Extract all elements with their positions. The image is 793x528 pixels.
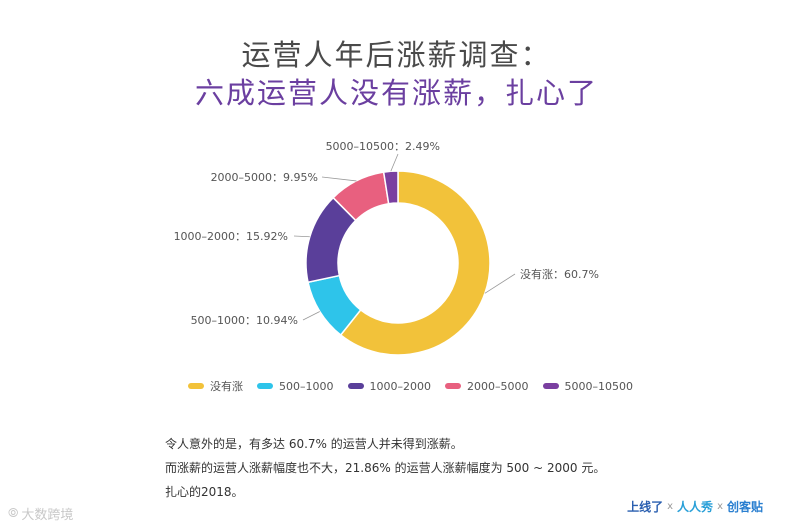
legend-swatch-0 (188, 383, 204, 389)
caption-line-2: 而涨薪的运营人涨薪幅度也不大，21.86% 的运营人涨薪幅度为 500 ~ 20… (165, 461, 606, 475)
legend-item-1: 500–1000 (257, 378, 334, 394)
donut-slice-0 (339, 170, 491, 356)
legend-label-1: 500–1000 (279, 379, 334, 393)
chart-title-line2: 六成运营人没有涨薪，扎心了 (194, 76, 598, 110)
legend-swatch-4 (542, 383, 559, 389)
donut-slice-4 (382, 170, 399, 205)
chart-legend: 没有涨 500–1000 1000–2000 2000–5000 5000–10500 (188, 378, 633, 394)
watermark: ⦾ 大数跨境 (8, 504, 73, 523)
legend-swatch-2 (347, 383, 364, 389)
legend-label-3: 2000–5000 (467, 379, 529, 393)
partner-logos: 上线了 x 人人秀 x 创客贴 (627, 498, 763, 515)
caption-line-1: 令人意外的是，有多达 60.7% 的运营人并未得到涨薪。 (165, 437, 463, 451)
data-label-3: 2000–5000：9.95% (211, 171, 318, 184)
data-label-2: 1000–2000：15.92% (174, 230, 288, 243)
chart-caption: 令人意外的是，有多达 60.7% 的运营人并未得到涨薪。 而涨薪的运营人涨薪幅度… (165, 432, 605, 504)
legend-item-2: 1000–2000 (347, 378, 432, 394)
watermark-logo-icon: ⦾ (8, 506, 19, 521)
legend-label-4: 5000–10500 (564, 379, 634, 393)
leader-line-0 (484, 273, 516, 294)
legend-label-2: 1000–2000 (369, 379, 432, 393)
legend-label-0: 没有涨 (210, 380, 243, 393)
legend-item-4: 5000–10500 (542, 378, 634, 394)
caption-line-3: 扎心的2018。 (165, 485, 244, 499)
leader-line-1 (302, 311, 320, 321)
legend-swatch-1 (257, 383, 273, 389)
chart-title-line1: 运营人年后涨薪调查： (241, 38, 552, 72)
logo-separator: x (667, 501, 674, 512)
legend-item-0: 没有涨 (188, 378, 243, 394)
logo-separator: x (717, 501, 723, 512)
data-label-0: 没有涨：60.7% (520, 267, 599, 281)
data-label-1: 500–1000：10.94% (191, 314, 298, 327)
leader-line-2 (293, 235, 310, 238)
partner-logo-2: 人人秀 (677, 500, 714, 514)
data-label-4: 5000–10500：2.49% (326, 140, 440, 153)
watermark-text: 大数跨境 (21, 508, 74, 523)
partner-logo-0: 上线了 (627, 500, 664, 514)
legend-item-3: 2000–5000 (445, 378, 529, 394)
partner-logo-4: 创客贴 (726, 500, 763, 514)
leader-line-4 (390, 153, 399, 172)
donut-chart: 没有涨：60.7% 500–1000：10.94% 1000–2000：15.92%… (174, 140, 599, 356)
legend-swatch-3 (445, 383, 461, 389)
leader-line-3 (321, 176, 357, 182)
